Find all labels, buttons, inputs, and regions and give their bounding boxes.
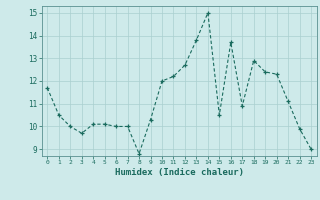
X-axis label: Humidex (Indice chaleur): Humidex (Indice chaleur) xyxy=(115,168,244,177)
